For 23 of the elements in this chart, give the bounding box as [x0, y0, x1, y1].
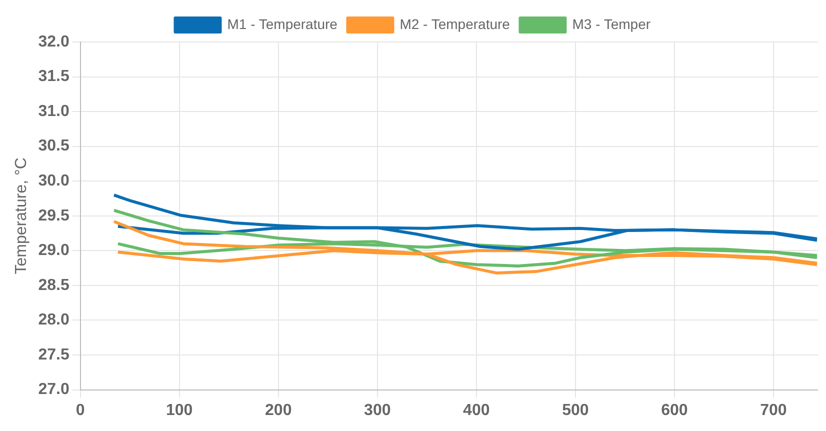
y-tick-label: 28.0 — [38, 312, 70, 329]
x-tick-label: 500 — [562, 402, 589, 419]
x-tick-label: 200 — [265, 402, 292, 419]
y-tick-label: 27.5 — [38, 346, 70, 364]
x-tick-label: 600 — [661, 402, 688, 419]
x-tick-label: 300 — [364, 402, 391, 419]
y-tick-label: 27.0 — [38, 381, 70, 398]
legend-label: M1 - Temperature — [227, 16, 338, 32]
y-tick-label: 29.0 — [38, 242, 70, 260]
x-tick-label: 700 — [760, 402, 787, 419]
x-tick-label: 400 — [463, 402, 490, 419]
y-axis-title: Temperature, °C — [13, 158, 30, 274]
y-tick-label: 31.0 — [38, 102, 70, 120]
legend-label: M2 - Temperature — [400, 16, 510, 32]
y-tick-label: 31.5 — [38, 68, 70, 86]
legend-label: M3 - Temper — [572, 16, 651, 32]
y-tick-label: 30.5 — [38, 138, 70, 155]
x-tick-label: 100 — [166, 402, 193, 419]
x-tick-label: 0 — [76, 402, 85, 419]
y-tick-label: 29.5 — [38, 207, 70, 224]
y-tick-label: 28.5 — [38, 276, 70, 294]
y-tick-label: 32.0 — [38, 33, 70, 50]
y-tick-label: 30.0 — [38, 172, 70, 190]
